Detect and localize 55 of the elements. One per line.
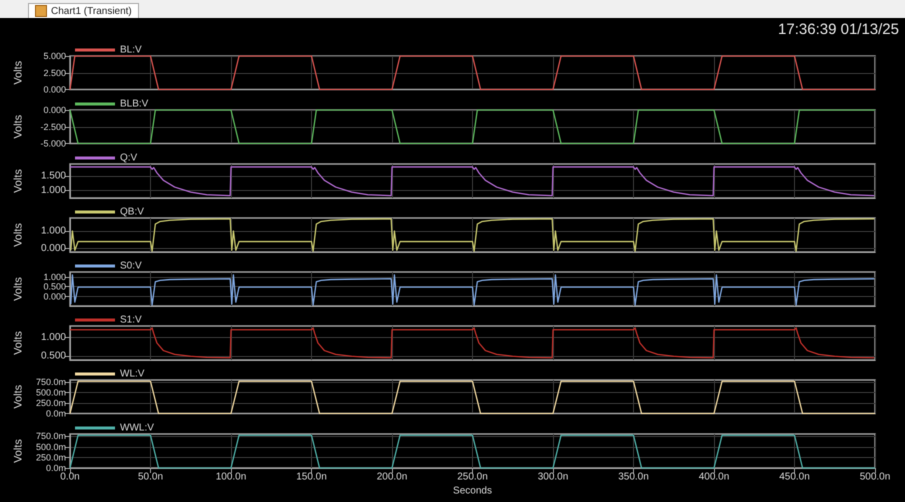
legend-label: QB:V [120, 206, 144, 218]
x-tick-label: 350.0n [618, 472, 649, 482]
y-tick-label: 0.0m [46, 408, 66, 418]
y-axis-title: Volts [12, 384, 24, 409]
y-tick-label: 0.000 [43, 84, 66, 94]
y-tick-label: 0.000 [40, 243, 66, 254]
x-tick-label: 50.0n [138, 472, 164, 482]
x-tick-label: 400.0n [698, 472, 730, 482]
y-tick-label: 1.000 [40, 226, 66, 237]
line-series [69, 166, 875, 196]
line-series [69, 327, 875, 358]
x-tick-label: 450.0n [779, 472, 810, 482]
x-tick-label: 250.0n [457, 472, 488, 482]
x-tick-label: 150.0n [296, 472, 327, 482]
y-tick-label: 500.0m [36, 388, 66, 398]
x-tick-label: 0.0n [60, 472, 80, 482]
line-series [70, 274, 875, 306]
y-axis-title: Volts [12, 330, 24, 355]
y-tick-label: 750.0m [36, 377, 66, 388]
y-tick-label: 2.500 [43, 68, 66, 78]
y-axis-title: Volts [12, 60, 24, 85]
x-axis-title: Seconds [453, 486, 492, 496]
legend-label: BL:V [120, 44, 142, 56]
y-axis-title: Volts [12, 438, 24, 463]
y-axis-title: Volts [12, 222, 24, 247]
x-tick-label: 300.0n [538, 472, 568, 482]
x-tick-label: 200.0n [376, 472, 408, 482]
y-tick-label: 1.000 [40, 332, 66, 343]
y-tick-label: 250.0m [36, 452, 66, 462]
y-tick-label: 0.500 [43, 282, 66, 292]
y-axis-title: Volts [12, 168, 24, 193]
y-axis-title: Volts [12, 276, 24, 301]
y-tick-label: 0.000 [43, 291, 66, 302]
x-tick-label: 100.0n [216, 472, 246, 482]
y-tick-label: 1.000 [43, 272, 66, 282]
y-tick-label: 250.0m [36, 398, 66, 408]
legend-label: WL:V [120, 368, 145, 380]
y-tick-label: 0.500 [40, 350, 66, 362]
y-tick-label: 5.000 [43, 51, 66, 61]
y-tick-label: 0.000 [43, 105, 66, 115]
y-tick-label: -5.000 [40, 138, 66, 148]
y-tick-label: 1.500 [40, 170, 66, 182]
text: 17:36:39 01/13/25 [778, 20, 899, 38]
y-tick-label: 500.0m [36, 442, 66, 452]
legend-label: WWL:V [120, 422, 154, 434]
legend-label: Q:V [120, 152, 138, 164]
legend-label: BLB:V [120, 98, 149, 110]
y-axis-title: Volts [12, 114, 24, 139]
legend-label: S0:V [120, 260, 142, 272]
x-tick-label: 500.0n [860, 472, 890, 482]
y-tick-label: -2.500 [40, 122, 66, 132]
y-tick-label: 1.000 [40, 185, 66, 196]
y-tick-label: 750.0m [36, 431, 66, 442]
y-tick-label: 0.0m [46, 463, 66, 473]
legend-label: S1:V [120, 314, 142, 326]
